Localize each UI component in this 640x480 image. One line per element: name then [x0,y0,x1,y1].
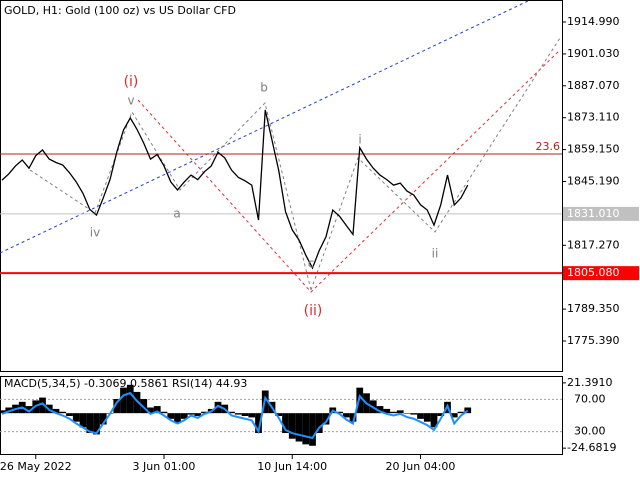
macd-bar [437,413,445,417]
y-tick-label: 1789.350 [567,302,620,315]
rsi-line [1,391,469,440]
macd-bar [315,413,323,434]
macd-bar [255,413,262,434]
x-tick-label: 20 Jun 04:00 [386,460,456,473]
y-tick-label: 1859.150 [567,143,620,156]
macd-bar [342,413,350,418]
wave-label: (ii) [304,303,323,319]
price-tag [563,206,639,221]
macd-bar [72,413,80,422]
wave-label: iv [90,226,100,240]
y-tick-label: 21.3910 [567,376,613,389]
wave-label: (i) [124,74,139,90]
macd-bar [322,413,330,425]
y-tick-label: 1817.270 [567,238,620,251]
macd-bar [390,411,397,414]
macd-bar [147,407,154,414]
macd-bar [160,411,168,414]
macd-bar [241,413,249,417]
macd-bar [410,413,418,415]
macd-bar [336,411,343,414]
indicator-frame [0,376,563,455]
macd-bar [302,413,310,445]
wave-label: v [127,94,134,108]
macd-bar [167,413,175,419]
macd-bar [349,413,357,422]
macd-bar [457,411,465,414]
y2-tick-label: 70.00 [574,392,606,405]
main-frame [0,0,563,372]
macd-bar [174,413,181,424]
chart-title: GOLD, H1: Gold (100 oz) vs US Dollar CFD [4,4,236,17]
macd-bar [201,411,208,414]
macd-bar [52,408,60,414]
macd-bar [464,407,472,414]
x-tick-label: 10 Jun 14:00 [257,460,327,473]
macd-bar [66,413,73,417]
macd-bar [133,391,141,414]
macd-bar [430,413,438,428]
macd-bar [126,384,134,414]
wave-label: c [308,257,315,271]
x-tick-label: 26 May 2022 [0,460,72,473]
y2-tick-label: 30.00 [574,425,606,438]
wave-label: b [260,81,268,95]
indicator-title: MACD(5,34,5) -0.3069 0.5861 RSI(14) 44.9… [4,377,247,390]
fib-label: 23.6 [536,140,561,153]
macd-bar [120,387,127,414]
macd-bar [153,406,161,414]
x-tick-label: 3 Jun 01:00 [133,460,196,473]
macd-bar [275,413,283,417]
price-tag [563,266,639,281]
wave-label: a [173,207,180,221]
macd-bar [0,410,6,414]
wave-line [137,49,561,293]
macd-bar [187,413,195,415]
macd-bar [5,407,13,414]
macd-bar [309,413,316,446]
y-tick-label: -24.6819 [567,441,616,454]
wave-label: i [358,133,361,147]
price-line-series [1,109,469,270]
macd-bar [59,411,67,414]
macd-bar [99,413,107,425]
macd-bar [356,387,364,414]
macd-bar [113,398,121,414]
macd-bar [248,413,256,418]
macd-bar [25,406,33,414]
y-tick-label: 1873.110 [567,111,620,124]
wave-line [310,37,561,291]
macd-bar [403,413,411,414]
macd-bar [234,413,242,415]
trend-line [0,0,531,254]
macd-bar [214,401,222,414]
macd-bar [376,406,384,414]
macd-bar [295,413,303,442]
macd-bar [93,413,100,435]
macd-bar [396,410,404,414]
macd-bar [194,413,202,417]
macd-bar [450,413,458,418]
macd-bar [423,413,431,422]
macd-bar [79,413,87,428]
wave-label: ii [432,247,439,261]
macd-bar [228,411,235,414]
macd-bar [383,408,391,414]
macd-bar [282,413,289,434]
y-tick-label: 1775.390 [567,334,620,347]
macd-bar [86,413,94,434]
y-tick-label: 1901.030 [567,47,620,60]
macd-bar [288,413,296,439]
y-tick-label: 1845.190 [567,174,620,187]
y-tick-label: 1887.070 [567,79,620,92]
macd-bar [180,413,188,419]
y-tick-label: 1914.990 [567,15,620,28]
price-tag-label: 1831.010 [567,207,620,220]
macd-bar [417,413,424,419]
macd-bar [39,397,46,414]
price-tag-label: 1805.080 [567,266,620,279]
